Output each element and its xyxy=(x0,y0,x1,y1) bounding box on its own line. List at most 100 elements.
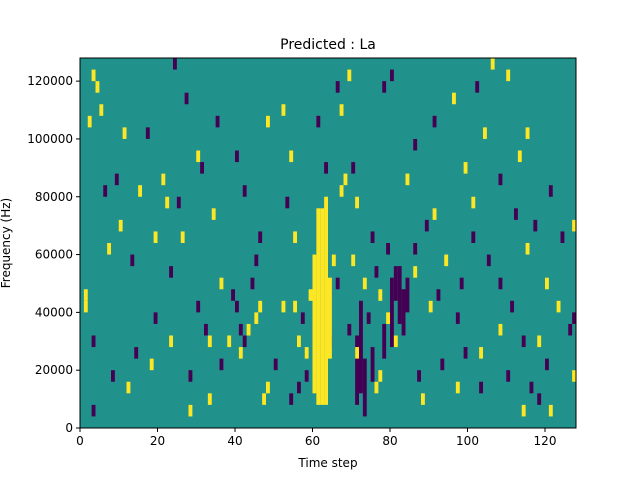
high-cell-47 xyxy=(525,243,530,255)
high-cell-51 xyxy=(572,219,576,232)
low-cell-50 xyxy=(545,358,549,371)
low-cell-65 xyxy=(514,208,518,220)
low-cell-3 xyxy=(397,266,402,324)
chart-title: Predicted : La xyxy=(280,37,376,53)
high-cell-40 xyxy=(428,300,433,313)
plot-frame xyxy=(79,57,577,429)
y-tick-label-2: 40000 xyxy=(35,305,73,319)
high-cell-81 xyxy=(463,162,468,174)
low-cell-0 xyxy=(355,335,359,405)
high-cell-19 xyxy=(227,335,232,348)
high-cell-17 xyxy=(211,208,216,220)
low-cell-10 xyxy=(173,58,177,70)
high-cell-2 xyxy=(324,196,328,405)
high-cell-74 xyxy=(405,173,410,186)
low-cell-66 xyxy=(560,231,565,243)
y-tick-label-6: 120000 xyxy=(27,74,73,88)
plot-area xyxy=(80,58,576,428)
low-cell-22 xyxy=(238,323,243,336)
low-cell-5 xyxy=(405,277,410,313)
high-cell-54 xyxy=(169,335,173,348)
low-cell-76 xyxy=(417,370,421,382)
low-cell-34 xyxy=(347,323,352,336)
high-cell-32 xyxy=(293,231,297,243)
low-cell-15 xyxy=(200,162,204,174)
high-cell-4 xyxy=(312,254,317,394)
high-cell-13 xyxy=(138,185,142,197)
y-tick-label-1: 20000 xyxy=(35,363,73,377)
low-cell-37 xyxy=(386,243,390,255)
low-cell-47 xyxy=(521,335,526,348)
high-cell-46 xyxy=(517,150,522,163)
low-cell-33 xyxy=(370,231,375,243)
low-cell-63 xyxy=(475,81,480,93)
high-cell-79 xyxy=(347,69,352,82)
high-cell-75 xyxy=(107,243,111,255)
low-cell-14 xyxy=(176,196,181,209)
high-cell-30 xyxy=(281,104,286,116)
low-cell-23 xyxy=(242,335,247,348)
low-cell-58 xyxy=(219,358,224,371)
high-cell-73 xyxy=(452,92,456,105)
high-cell-38 xyxy=(386,312,390,324)
low-cell-75 xyxy=(366,312,371,324)
x-tick-label-6: 120 xyxy=(534,434,557,448)
low-cell-21 xyxy=(235,300,239,313)
high-cell-0 xyxy=(316,208,321,405)
high-cell-25 xyxy=(266,381,270,394)
low-cell-77 xyxy=(440,358,445,371)
y-tick-label-5: 100000 xyxy=(27,132,73,146)
low-cell-16 xyxy=(215,115,220,128)
high-cell-68 xyxy=(355,196,359,209)
y-axis-label: Frequency (Hz) xyxy=(0,198,13,289)
high-cell-42 xyxy=(471,196,476,209)
high-cell-18 xyxy=(207,335,212,348)
high-cell-56 xyxy=(207,393,212,405)
low-cell-44 xyxy=(486,254,491,267)
high-cell-70 xyxy=(308,289,313,301)
low-cell-31 xyxy=(324,162,328,174)
high-cell-10 xyxy=(87,115,92,128)
high-cell-82 xyxy=(219,277,224,290)
x-tick-label-2: 40 xyxy=(227,434,242,448)
low-cell-52 xyxy=(111,370,115,382)
low-cell-48 xyxy=(529,381,534,394)
low-cell-79 xyxy=(506,370,511,382)
low-cell-43 xyxy=(471,231,476,243)
high-cell-62 xyxy=(479,347,483,359)
low-cell-84 xyxy=(335,81,340,93)
low-cell-32 xyxy=(351,162,356,174)
low-cell-67 xyxy=(568,323,573,336)
high-cell-77 xyxy=(153,231,158,243)
high-cell-63 xyxy=(498,323,503,336)
high-cell-26 xyxy=(281,300,286,313)
low-cell-59 xyxy=(316,115,321,128)
low-cell-51 xyxy=(91,335,96,348)
low-cell-6 xyxy=(390,277,394,348)
low-cell-17 xyxy=(235,150,239,163)
high-cell-8 xyxy=(95,81,100,93)
low-cell-78 xyxy=(479,381,483,394)
high-cell-44 xyxy=(490,58,495,70)
high-cell-76 xyxy=(196,150,201,163)
low-cell-8 xyxy=(382,323,387,359)
high-cell-37 xyxy=(378,289,383,301)
low-cell-57 xyxy=(204,323,208,336)
high-cell-66 xyxy=(521,404,526,417)
low-cell-38 xyxy=(413,243,418,255)
low-cell-64 xyxy=(498,173,503,186)
x-axis-label: Time step xyxy=(297,456,357,470)
y-tick-label-4: 80000 xyxy=(35,190,73,204)
low-cell-80 xyxy=(533,219,538,232)
low-cell-13 xyxy=(145,127,150,139)
high-cell-21 xyxy=(246,323,251,336)
high-cell-50 xyxy=(572,370,576,382)
low-cell-46 xyxy=(510,300,514,313)
low-cell-61 xyxy=(413,138,418,151)
x-tick-label-0: 0 xyxy=(76,434,84,448)
high-cell-20 xyxy=(238,347,243,359)
high-cell-52 xyxy=(126,381,131,394)
low-cell-4 xyxy=(401,289,406,336)
high-cell-12 xyxy=(161,173,166,186)
